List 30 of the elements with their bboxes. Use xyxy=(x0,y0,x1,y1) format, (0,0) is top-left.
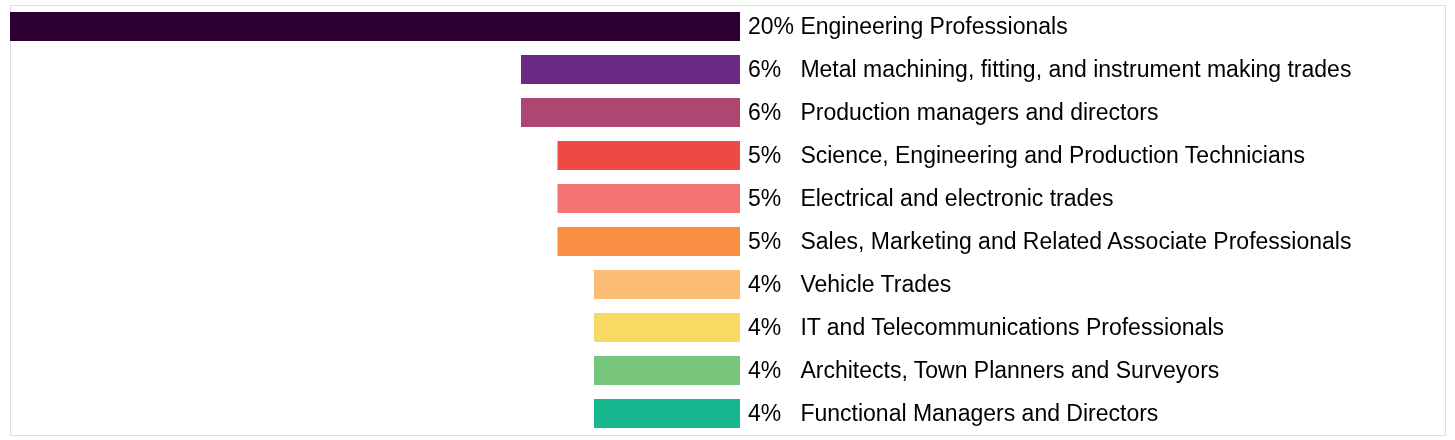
y-tick-label: Metal machining, fitting, and instrument making trades xyxy=(800,55,1352,82)
bar xyxy=(521,54,740,85)
y-tick-label: Sales, Marketing and Related Associate Professionals xyxy=(800,227,1352,254)
y-tick-label: Science, Engineering and Production Technicians xyxy=(800,141,1306,168)
bar xyxy=(521,97,740,128)
data-label: 4% xyxy=(748,313,782,340)
y-tick-label: Vehicle Trades xyxy=(800,270,952,297)
y-tick-label: IT and Telecommunications Professionals xyxy=(800,313,1225,340)
y-tick-label: Architects, Town Planners and Surveyors xyxy=(800,356,1220,383)
y-tick-label: Engineering Professionals xyxy=(800,12,1068,39)
data-label: 4% xyxy=(748,356,782,383)
data-label: 6% xyxy=(748,98,782,125)
data-label: 20% xyxy=(748,12,795,39)
data-label: 4% xyxy=(748,270,782,297)
bar xyxy=(10,11,740,42)
y-tick-label: Functional Managers and Directors xyxy=(800,399,1159,426)
bar xyxy=(557,226,740,257)
bar xyxy=(557,140,740,171)
data-label: 5% xyxy=(748,184,782,211)
bar xyxy=(594,312,740,343)
data-label: 6% xyxy=(748,55,782,82)
y-tick-label: Electrical and electronic trades xyxy=(800,184,1114,211)
data-label: 4% xyxy=(748,399,782,426)
data-label: 5% xyxy=(748,227,782,254)
y-tick-label: Production managers and directors xyxy=(800,98,1159,125)
bar xyxy=(594,355,740,386)
bar xyxy=(557,183,740,214)
bar xyxy=(594,398,740,429)
bar xyxy=(594,269,740,300)
data-label: 5% xyxy=(748,141,782,168)
